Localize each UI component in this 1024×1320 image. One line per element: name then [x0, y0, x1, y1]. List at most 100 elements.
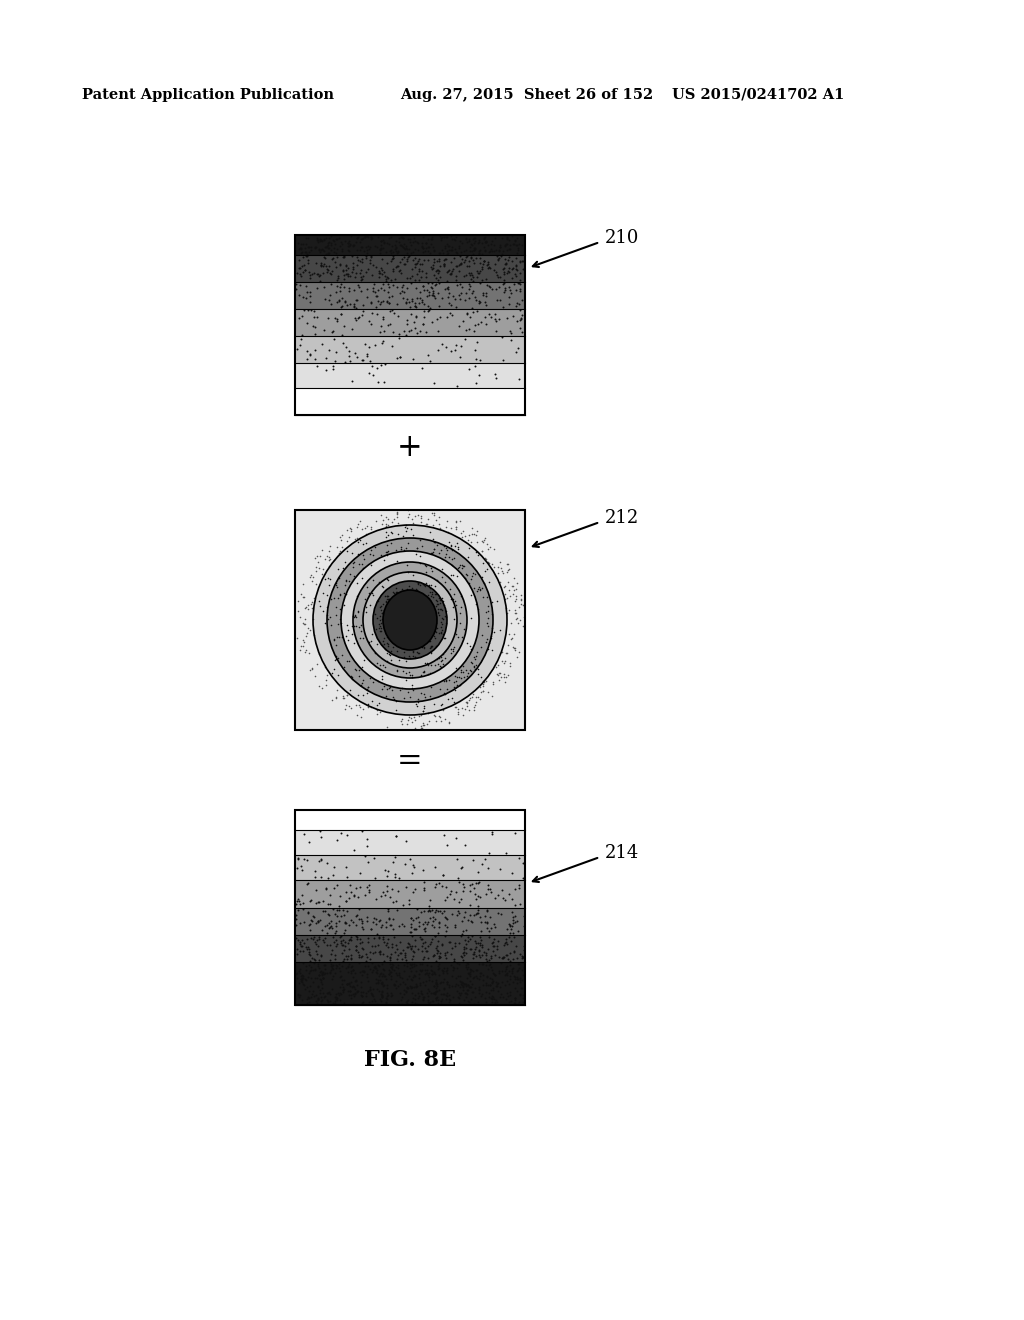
Point: [397, 253, 414, 275]
Point: [489, 902, 506, 923]
Point: [421, 599, 437, 620]
Point: [336, 936, 352, 957]
Point: [388, 690, 404, 711]
Point: [375, 958, 391, 979]
Point: [331, 568, 347, 589]
Point: [390, 619, 407, 640]
Point: [316, 612, 333, 634]
Point: [332, 977, 348, 998]
Point: [425, 515, 441, 536]
Text: US 2015/0241702 A1: US 2015/0241702 A1: [672, 88, 845, 102]
Point: [313, 945, 330, 966]
Point: [314, 964, 331, 985]
Point: [376, 627, 392, 648]
Point: [354, 917, 371, 939]
Point: [505, 305, 521, 326]
Point: [464, 911, 480, 932]
Point: [459, 696, 475, 717]
Point: [426, 961, 442, 982]
Point: [356, 846, 373, 867]
Point: [445, 888, 462, 909]
Point: [464, 925, 480, 946]
Point: [468, 267, 484, 288]
Point: [391, 614, 408, 635]
Point: [379, 627, 395, 648]
Point: [463, 960, 479, 981]
Point: [461, 288, 477, 309]
Point: [394, 277, 411, 298]
Point: [450, 986, 466, 1007]
Point: [513, 594, 529, 615]
Point: [315, 968, 332, 989]
Point: [385, 688, 401, 709]
Point: [299, 348, 315, 370]
Point: [403, 969, 420, 990]
Point: [418, 232, 434, 253]
Point: [330, 829, 346, 850]
Point: [386, 612, 402, 634]
Point: [377, 513, 393, 535]
Point: [399, 246, 416, 267]
Point: [469, 301, 485, 322]
Point: [313, 990, 330, 1011]
Point: [487, 993, 504, 1014]
Point: [290, 847, 306, 869]
Point: [416, 638, 432, 659]
Point: [435, 590, 452, 611]
Point: [436, 227, 453, 248]
Point: [484, 933, 501, 954]
Point: [466, 227, 482, 248]
Point: [457, 289, 473, 310]
Point: [470, 545, 486, 566]
Point: [415, 661, 431, 682]
Point: [502, 985, 518, 1006]
Point: [467, 978, 483, 999]
Point: [480, 954, 497, 975]
Point: [421, 284, 437, 305]
Point: [471, 940, 487, 961]
Point: [348, 289, 365, 310]
Point: [505, 972, 521, 993]
Point: [399, 993, 416, 1014]
Point: [430, 923, 446, 944]
Point: [509, 572, 525, 593]
Point: [335, 247, 351, 268]
Point: [352, 706, 369, 727]
Point: [319, 853, 336, 874]
Point: [503, 919, 519, 940]
Point: [401, 953, 418, 974]
Point: [360, 882, 377, 903]
Point: [488, 264, 505, 285]
Point: [468, 348, 484, 370]
Point: [309, 993, 326, 1014]
Point: [403, 631, 420, 652]
Point: [358, 515, 375, 536]
Point: [470, 932, 486, 953]
Point: [483, 231, 500, 252]
Point: [495, 259, 511, 280]
Point: [390, 954, 407, 975]
Point: [353, 281, 370, 302]
Point: [478, 314, 495, 335]
Point: [353, 251, 370, 272]
Point: [408, 293, 424, 314]
Point: [470, 664, 486, 685]
Point: [359, 956, 376, 977]
Point: [474, 257, 490, 279]
Point: [453, 602, 469, 623]
Point: [467, 314, 483, 335]
Point: [490, 655, 507, 676]
Point: [462, 688, 478, 709]
Point: [388, 586, 404, 607]
Point: [490, 884, 507, 906]
Point: [389, 243, 406, 264]
Point: [410, 598, 426, 619]
Point: [293, 234, 309, 255]
Point: [315, 230, 332, 251]
Point: [374, 260, 390, 281]
Point: [375, 309, 391, 330]
Point: [305, 927, 322, 948]
Point: [353, 985, 370, 1006]
Point: [415, 948, 431, 969]
Point: [298, 276, 314, 297]
